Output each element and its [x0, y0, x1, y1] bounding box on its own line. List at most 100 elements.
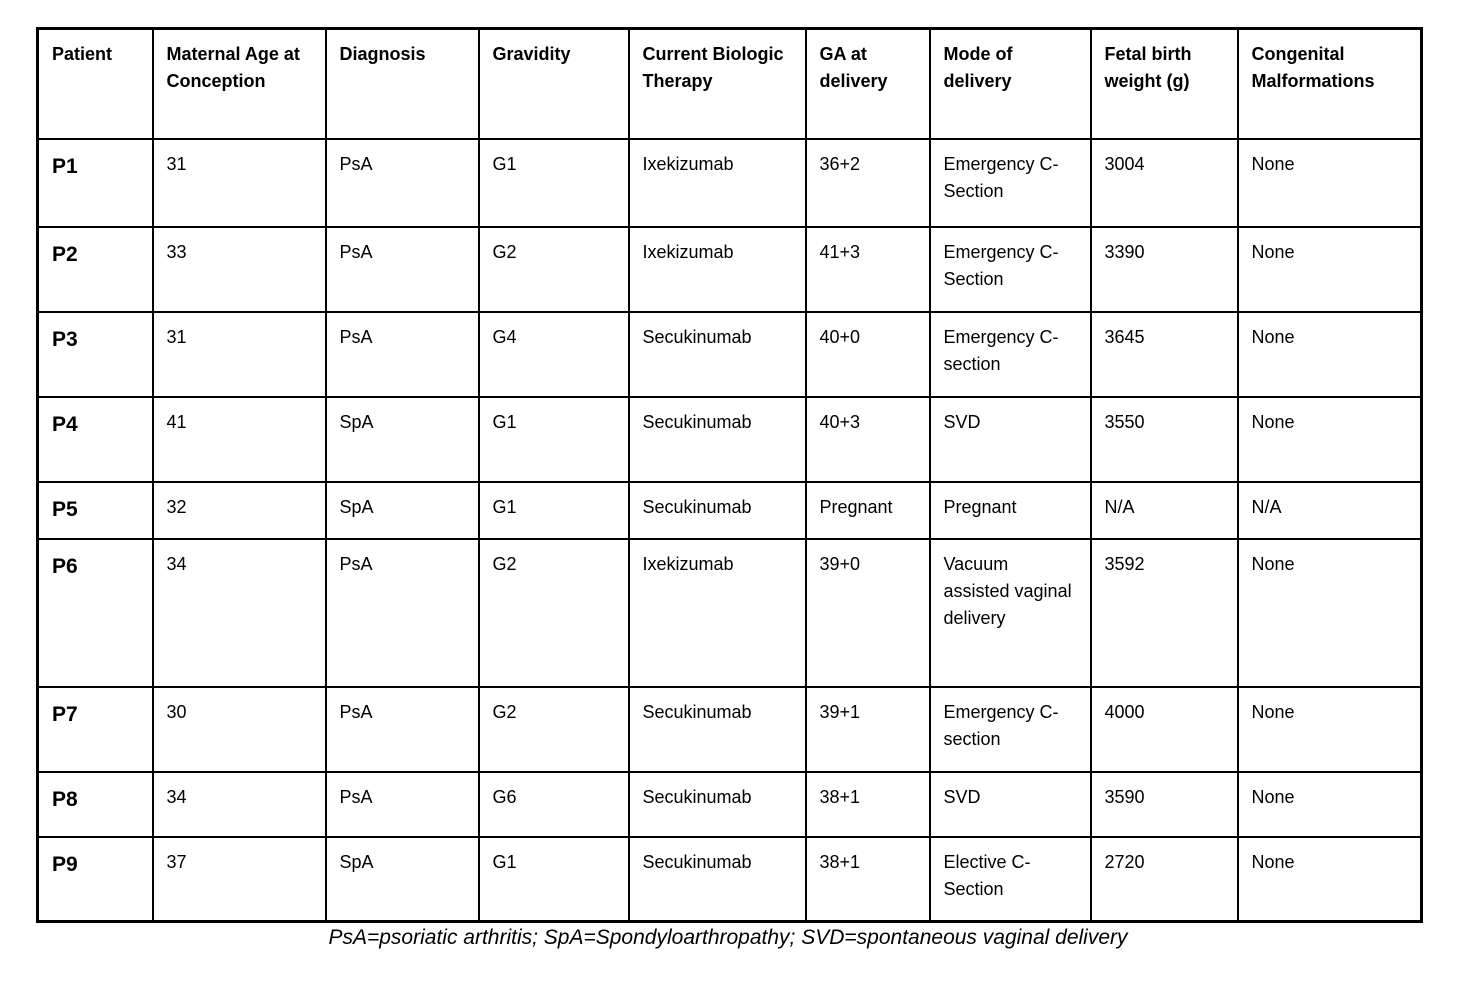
cell-maternal-age: 31 — [151, 310, 327, 398]
table-row: P8 34 PsA G6 Secukinumab 38+1 SVD 3590 N… — [36, 770, 1423, 838]
cell-ga-delivery: 40+0 — [804, 310, 931, 398]
cell-birth-weight: 3590 — [1089, 770, 1239, 838]
cell-maternal-age: 37 — [151, 835, 327, 923]
cell-birth-weight: N/A — [1089, 480, 1239, 540]
cell-birth-weight: 4000 — [1089, 685, 1239, 773]
col-header-patient: Patient — [36, 27, 154, 140]
cell-mode-delivery: Elective C-Section — [928, 835, 1092, 923]
cell-diagnosis: SpA — [324, 835, 480, 923]
cell-diagnosis: SpA — [324, 395, 480, 483]
table-header-row: Patient Maternal Age at Conception Diagn… — [36, 27, 1423, 140]
cell-biologic-therapy: Secukinumab — [627, 685, 807, 773]
cell-maternal-age: 34 — [151, 770, 327, 838]
table-row: P5 32 SpA G1 Secukinumab Pregnant Pregna… — [36, 480, 1423, 540]
cell-birth-weight: 2720 — [1089, 835, 1239, 923]
cell-mode-delivery: SVD — [928, 770, 1092, 838]
cell-mode-delivery: Emergency C-section — [928, 310, 1092, 398]
cell-mode-delivery: SVD — [928, 395, 1092, 483]
cell-biologic-therapy: Secukinumab — [627, 395, 807, 483]
patients-table: Patient Maternal Age at Conception Diagn… — [36, 27, 1423, 923]
cell-diagnosis: PsA — [324, 770, 480, 838]
cell-patient: P3 — [36, 310, 154, 398]
cell-diagnosis: PsA — [324, 537, 480, 688]
cell-gravidity: G2 — [477, 685, 630, 773]
table-row: P1 31 PsA G1 Ixekizumab 36+2 Emergency C… — [36, 137, 1423, 228]
cell-patient: P1 — [36, 137, 154, 228]
cell-mode-delivery: Emergency C-Section — [928, 137, 1092, 228]
col-header-gravidity: Gravidity — [477, 27, 630, 140]
table-row: P2 33 PsA G2 Ixekizumab 41+3 Emergency C… — [36, 225, 1423, 313]
cell-malformations: None — [1236, 137, 1423, 228]
cell-patient: P2 — [36, 225, 154, 313]
cell-diagnosis: PsA — [324, 310, 480, 398]
cell-biologic-therapy: Secukinumab — [627, 310, 807, 398]
cell-gravidity: G2 — [477, 537, 630, 688]
cell-diagnosis: PsA — [324, 225, 480, 313]
cell-birth-weight: 3550 — [1089, 395, 1239, 483]
cell-malformations: None — [1236, 225, 1423, 313]
cell-ga-delivery: 39+0 — [804, 537, 931, 688]
cell-mode-delivery: Emergency C-Section — [928, 225, 1092, 313]
table-row: P6 34 PsA G2 Ixekizumab 39+0 Vacuum assi… — [36, 537, 1423, 688]
col-header-malformations: Congenital Malformations — [1236, 27, 1423, 140]
cell-birth-weight: 3592 — [1089, 537, 1239, 688]
col-header-birth-weight: Fetal birth weight (g) — [1089, 27, 1239, 140]
cell-mode-delivery: Pregnant — [928, 480, 1092, 540]
cell-patient: P4 — [36, 395, 154, 483]
cell-patient: P5 — [36, 480, 154, 540]
abbreviations-footnote: PsA=psoriatic arthritis; SpA=Spondyloart… — [328, 926, 1128, 949]
cell-birth-weight: 3004 — [1089, 137, 1239, 228]
cell-birth-weight: 3390 — [1089, 225, 1239, 313]
cell-biologic-therapy: Secukinumab — [627, 835, 807, 923]
cell-biologic-therapy: Ixekizumab — [627, 137, 807, 228]
cell-malformations: None — [1236, 770, 1423, 838]
cell-gravidity: G1 — [477, 835, 630, 923]
col-header-ga-delivery: GA at delivery — [804, 27, 931, 140]
table-row: P3 31 PsA G4 Secukinumab 40+0 Emergency … — [36, 310, 1423, 398]
table-row: P4 41 SpA G1 Secukinumab 40+3 SVD 3550 N… — [36, 395, 1423, 483]
cell-gravidity: G2 — [477, 225, 630, 313]
cell-ga-delivery: 38+1 — [804, 835, 931, 923]
cell-malformations: None — [1236, 685, 1423, 773]
cell-birth-weight: 3645 — [1089, 310, 1239, 398]
table-row: P7 30 PsA G2 Secukinumab 39+1 Emergency … — [36, 685, 1423, 773]
cell-ga-delivery: 38+1 — [804, 770, 931, 838]
cell-ga-delivery: 39+1 — [804, 685, 931, 773]
cell-mode-delivery: Vacuum assisted vaginal delivery — [928, 537, 1092, 688]
cell-biologic-therapy: Ixekizumab — [627, 537, 807, 688]
cell-gravidity: G1 — [477, 480, 630, 540]
cell-maternal-age: 41 — [151, 395, 327, 483]
cell-biologic-therapy: Secukinumab — [627, 480, 807, 540]
cell-gravidity: G4 — [477, 310, 630, 398]
cell-ga-delivery: Pregnant — [804, 480, 931, 540]
cell-maternal-age: 33 — [151, 225, 327, 313]
col-header-maternal-age: Maternal Age at Conception — [151, 27, 327, 140]
cell-patient: P8 — [36, 770, 154, 838]
cell-malformations: None — [1236, 395, 1423, 483]
cell-patient: P6 — [36, 537, 154, 688]
cell-maternal-age: 34 — [151, 537, 327, 688]
cell-ga-delivery: 36+2 — [804, 137, 931, 228]
cell-malformations: N/A — [1236, 480, 1423, 540]
cell-biologic-therapy: Secukinumab — [627, 770, 807, 838]
col-header-diagnosis: Diagnosis — [324, 27, 480, 140]
cell-patient: P9 — [36, 835, 154, 923]
cell-diagnosis: PsA — [324, 137, 480, 228]
cell-maternal-age: 31 — [151, 137, 327, 228]
cell-gravidity: G1 — [477, 395, 630, 483]
cell-gravidity: G6 — [477, 770, 630, 838]
cell-malformations: None — [1236, 835, 1423, 923]
cell-malformations: None — [1236, 537, 1423, 688]
cell-gravidity: G1 — [477, 137, 630, 228]
cell-mode-delivery: Emergency C-section — [928, 685, 1092, 773]
cell-ga-delivery: 41+3 — [804, 225, 931, 313]
table-row: P9 37 SpA G1 Secukinumab 38+1 Elective C… — [36, 835, 1423, 923]
cell-diagnosis: PsA — [324, 685, 480, 773]
cell-biologic-therapy: Ixekizumab — [627, 225, 807, 313]
col-header-biologic-therapy: Current Biologic Therapy — [627, 27, 807, 140]
cell-maternal-age: 32 — [151, 480, 327, 540]
cell-diagnosis: SpA — [324, 480, 480, 540]
cell-malformations: None — [1236, 310, 1423, 398]
col-header-mode-delivery: Mode of delivery — [928, 27, 1092, 140]
